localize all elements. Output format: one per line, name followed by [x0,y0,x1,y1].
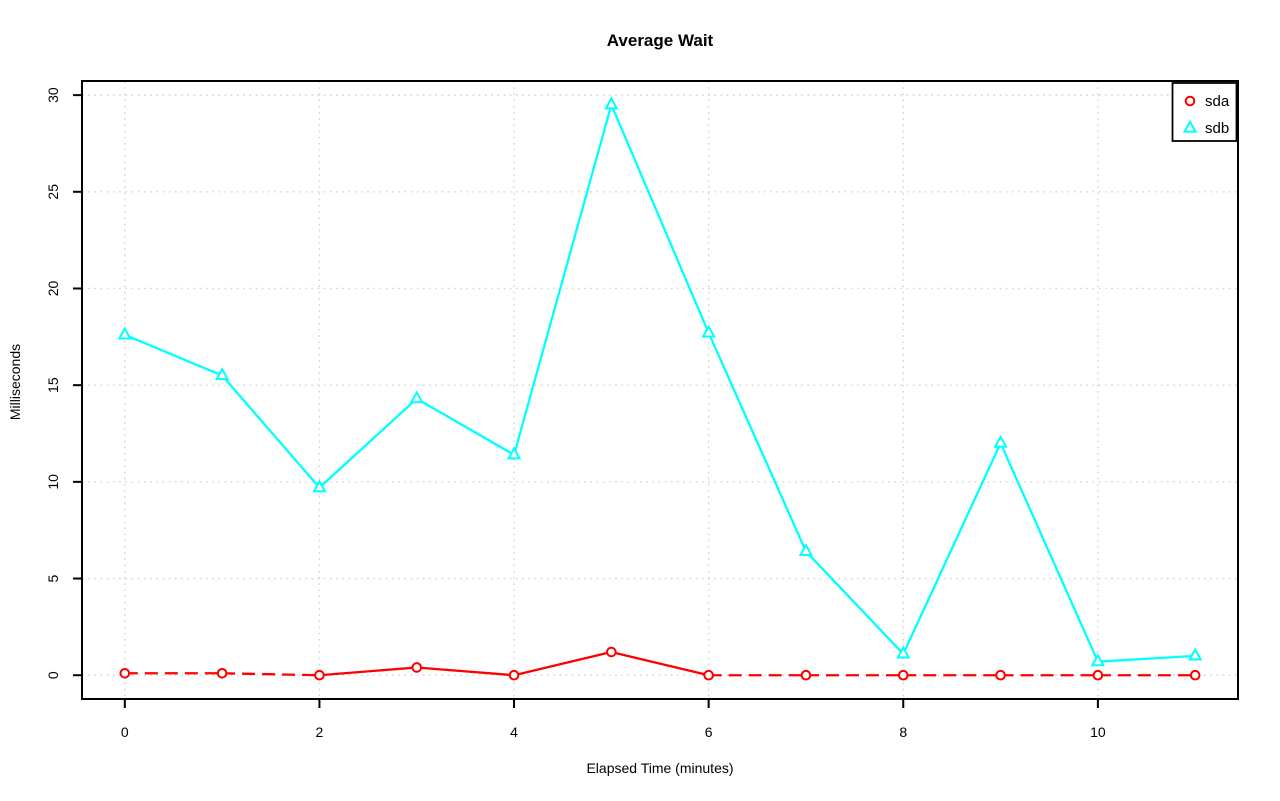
legend-label-sda: sda [1205,93,1230,110]
series-sda [119,646,1201,681]
plot-border [81,80,1239,700]
sdb-segment-8 [902,442,1002,655]
axes: 0 2 4 6 8 10 0 5 10 15 20 25 30 [45,87,1106,740]
sda-point-10 [1092,669,1104,681]
sda-point-0 [119,667,131,679]
x-axis-label: Elapsed Time (minutes) [586,760,734,776]
sdb-segment-3 [416,397,515,456]
sdb-point-3 [409,390,424,404]
sdb-segment-2 [318,397,418,489]
x-tick-label-3: 6 [705,724,713,740]
sdb-point-4 [506,446,522,460]
y-tick-label-5: 25 [45,184,61,200]
x-tick-label-4: 8 [899,724,907,740]
x-tick-label-1: 2 [316,724,324,740]
sda-legend-marker-icon [1184,95,1196,107]
sdb-point-9 [993,434,1008,448]
sda-point-1 [216,667,228,679]
sdb-point-6 [701,324,716,338]
sdb-segment-1 [221,374,321,489]
sdb-point-10 [1090,653,1106,667]
sdb-point-5 [604,96,619,110]
sda-point-6 [703,669,714,681]
x-tick-label-0: 0 [121,724,129,740]
legend: sda sdb [1171,82,1238,142]
sdb-point-11 [1187,647,1203,661]
legend-box [1171,82,1238,142]
y-tick-label-3: 15 [45,377,61,393]
gridlines [82,81,1238,699]
sda-segment-3 [416,666,515,677]
sdb-legend-marker-icon [1182,119,1198,133]
x-tick-label-2: 4 [510,724,518,740]
sda-point-8 [897,669,909,681]
sda-point-11 [1189,669,1201,681]
sdb-point-1 [214,367,230,381]
sda-point-9 [995,669,1006,681]
sdb-segment-0 [124,333,223,377]
sdb-segment-10 [1097,654,1196,663]
sdb-point-8 [896,645,911,659]
sda-point-5 [606,646,617,658]
sda-segment-4 [513,650,612,677]
sdb-point-0 [117,326,133,340]
sdb-segment-7 [805,550,905,655]
y-tick-label-2: 10 [45,474,61,490]
sdb-segment-4 [512,104,613,456]
sdb-segment-6 [707,332,808,552]
y-tick-label-1: 5 [45,574,61,582]
sda-segment-5 [611,650,709,677]
y-tick-label-4: 20 [45,280,61,296]
sda-point-3 [411,662,423,673]
y-tick-label-0: 0 [45,671,61,679]
sda-segment-2 [319,666,417,677]
sdb-point-7 [798,543,814,557]
y-tick-label-6: 30 [45,87,61,103]
sdb-segment-5 [610,104,710,334]
sda-segment-1 [222,672,320,677]
legend-label-sdb: sdb [1205,120,1229,137]
sdb-segment-9 [999,442,1099,663]
sda-point-4 [508,669,520,681]
series-sdb [117,96,1203,667]
x-tick-label-5: 10 [1090,724,1106,740]
sda-point-2 [314,669,325,681]
chart-title: Average Wait [606,31,714,50]
sdb-point-2 [312,479,327,493]
sda-point-7 [800,669,812,681]
